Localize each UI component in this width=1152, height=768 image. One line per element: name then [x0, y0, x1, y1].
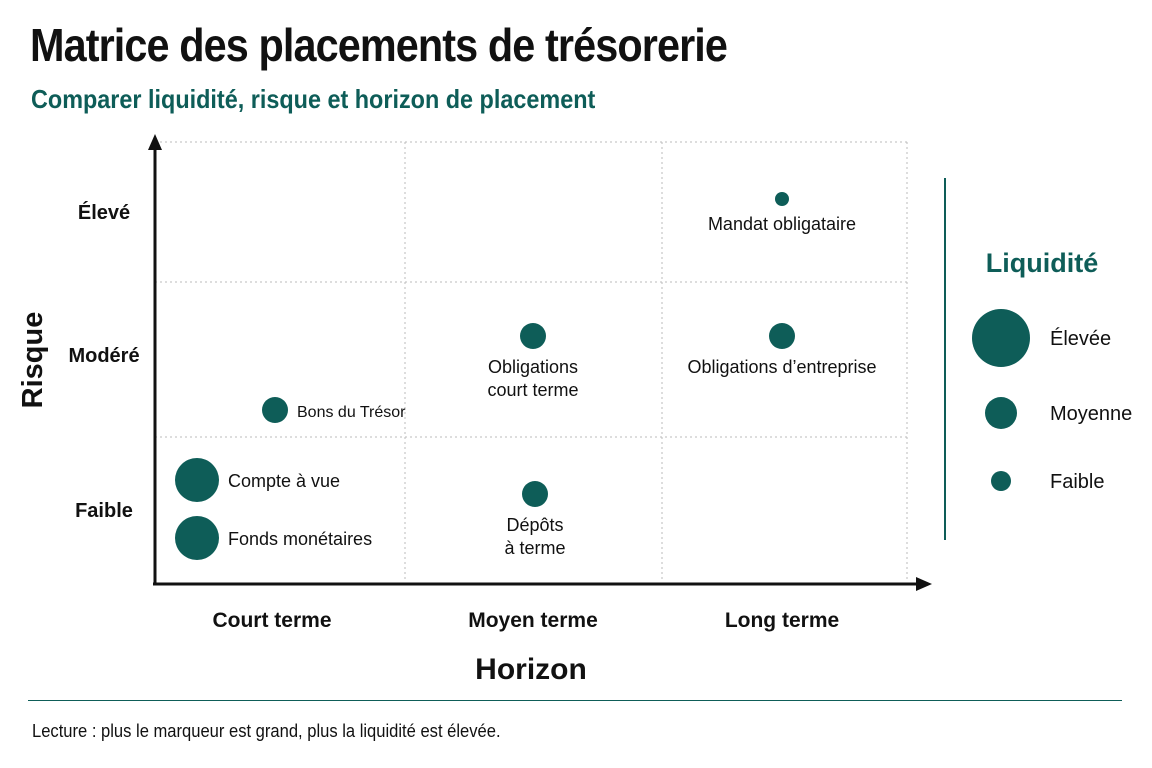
x-tick-label: Court terme: [212, 609, 331, 632]
point-label: Mandat obligataire: [708, 214, 856, 234]
point-marker: [175, 458, 219, 502]
legend-label: Moyenne: [1050, 403, 1132, 425]
point-marker: [520, 323, 546, 349]
x-tick-label: Moyen terme: [468, 609, 598, 632]
grid: [155, 141, 908, 582]
point-label: Bons du Trésor: [297, 404, 406, 421]
legend-marker: [991, 471, 1011, 491]
y-tick-label: Faible: [75, 500, 133, 522]
x-tick-label: Long terme: [725, 609, 839, 632]
x-axis-arrow: [916, 577, 932, 591]
axis-labels: Court terme Moyen terme Long terme Faible Mo…: [17, 201, 839, 686]
point-marker: [262, 397, 288, 423]
chart-title: Matrice des placements de trésorerie: [30, 19, 728, 71]
footnote: Lecture : plus le marqueur est grand, pl…: [32, 721, 501, 741]
legend-label: Faible: [1050, 471, 1104, 493]
point-marker: [522, 481, 548, 507]
liquidity-risk-horizon-matrix: Court terme Moyen terme Long terme Faible Mo…: [17, 134, 1132, 686]
legend-label: Élevée: [1050, 327, 1111, 350]
x-axis-title: Horizon: [475, 653, 587, 686]
point-marker: [769, 323, 795, 349]
point-label: Dépôts à terme: [504, 515, 565, 558]
chart-subtitle: Comparer liquidité, risque et horizon de…: [31, 84, 596, 114]
legend-marker: [985, 397, 1017, 429]
point-label: Obligations d’entreprise: [687, 357, 876, 377]
legend: Liquidité Élevée Moyenne Faible: [944, 178, 1132, 540]
legend-marker: [972, 309, 1030, 367]
point-label: Obligations court terme: [487, 357, 578, 400]
point-label: Fonds monétaires: [228, 529, 372, 549]
y-tick-label: Modéré: [68, 345, 139, 367]
axes: [148, 134, 932, 591]
point-label: Compte à vue: [228, 471, 340, 491]
y-axis-title: Risque: [17, 312, 49, 409]
footer-divider: [28, 700, 1122, 701]
point-marker: [175, 516, 219, 560]
legend-title: Liquidité: [986, 248, 1098, 278]
point-marker: [775, 192, 789, 206]
y-axis-arrow: [148, 134, 162, 150]
data-points: Compte à vue Fonds monétaires Bons du Trés…: [175, 192, 877, 560]
y-tick-label: Élevé: [78, 201, 130, 224]
